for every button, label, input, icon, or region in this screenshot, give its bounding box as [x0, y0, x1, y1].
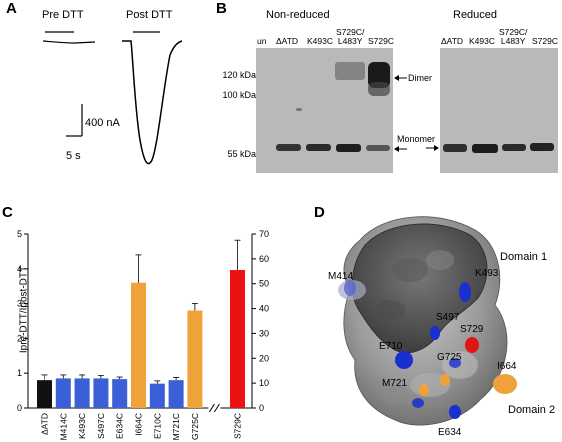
category-label: E710C [152, 413, 162, 439]
right-tick-label: 70 [259, 229, 269, 239]
residue-g725-patch [440, 374, 450, 386]
residue-i664-patch [493, 374, 517, 394]
post-dtt-label: Post DTT [126, 9, 173, 21]
monomer-label: Monomer [397, 134, 436, 144]
right-tick-label: 40 [259, 304, 269, 314]
left-tick-label: 2 [17, 333, 22, 343]
right-tick-label: 0 [259, 403, 264, 413]
lane-label: S729C/ L483Y [336, 27, 365, 46]
nonreduced-title: Non-reduced [266, 9, 330, 21]
protein-surface-structure [338, 216, 517, 426]
left-tick-label: 5 [17, 229, 22, 239]
bar-e710c [149, 383, 165, 408]
right-tick-label: 30 [259, 328, 269, 338]
bar-k493c [74, 378, 90, 408]
panel-b-letter: B [216, 0, 227, 17]
bar-e634c [112, 379, 128, 408]
left-tick-label: 1 [17, 368, 22, 378]
category-label: S729C [233, 413, 243, 439]
residue-label-k493: K493 [475, 268, 499, 279]
reduced-title: Reduced [453, 9, 498, 21]
right-tick-label: 10 [259, 378, 269, 388]
lane-label: un [257, 36, 267, 46]
residue-e710-patch [395, 351, 413, 369]
reduced-blot [440, 48, 558, 173]
lane-label: K493C [307, 36, 333, 46]
category-label: K493C [77, 413, 87, 439]
right-tick-label: 60 [259, 254, 269, 264]
residue-k493-patch [459, 282, 471, 302]
current-traces [42, 31, 183, 165]
residue-label-m721: M721 [382, 378, 408, 389]
residue-label-s497: S497 [436, 312, 460, 323]
panel-c-letter: C [2, 204, 13, 221]
bar-m414c [55, 378, 71, 408]
residue-s729-patch [465, 337, 479, 353]
bar-s729c [230, 270, 245, 408]
scale-time-label: 5 s [66, 150, 81, 162]
residue-label-e634: E634 [438, 427, 462, 438]
lane-label: ΔATD [441, 36, 464, 46]
panel-a-letter: A [6, 0, 17, 17]
lane-label: S729C/ L483Y [499, 27, 528, 46]
residue-label-e710: E710 [379, 341, 403, 352]
residue-label-g725: G725 [437, 352, 462, 363]
nonreduced-blot [256, 48, 393, 173]
domain-2-label: Domain 2 [508, 404, 556, 416]
bar-m721c [168, 380, 184, 408]
axis-break-mark [213, 403, 220, 413]
dimer-label: Dimer [408, 73, 432, 83]
residue-e634-patch [449, 405, 461, 419]
right-tick-label: 50 [259, 279, 269, 289]
bar-g725c [187, 310, 203, 408]
mw-120: 120 kDa [222, 70, 256, 80]
axis-break-mark [208, 403, 215, 413]
post-dtt-trace [122, 40, 183, 165]
category-label: M721C [171, 413, 181, 440]
category-label: S497C [96, 413, 106, 439]
lane-label: S729C [532, 36, 558, 46]
pre-dtt-label: Pre DTT [42, 9, 84, 21]
panel-d-letter: D [314, 204, 325, 221]
residue-label-m414: M414 [328, 271, 354, 282]
scale-current-label: 400 nA [85, 117, 120, 129]
residue-label-s729: S729 [460, 324, 484, 335]
left-tick-label: 4 [17, 264, 22, 274]
domain-1-label: Domain 1 [500, 251, 548, 263]
residue-s497-patch [430, 326, 440, 340]
pre-dtt-trace [42, 40, 96, 44]
lane-label: K493C [469, 36, 495, 46]
residue-m414-patch [344, 280, 356, 296]
residue-m721-patch [419, 384, 429, 396]
mw-55: 55 kDa [227, 149, 256, 159]
blot-arrows [394, 75, 407, 152]
residue-label-i664: I664 [497, 361, 517, 372]
monomer-arrow-right [426, 145, 439, 151]
right-tick-label: 20 [259, 353, 269, 363]
lane-label: ΔATD [276, 36, 299, 46]
category-label: E634C [115, 413, 125, 439]
bar-i664c [131, 282, 146, 408]
category-label: I664C [134, 413, 144, 436]
bar-s497c [93, 378, 109, 408]
mw-100: 100 kDa [222, 90, 256, 100]
category-label: M414C [58, 413, 68, 440]
category-label: G725C [190, 413, 200, 440]
surface-domain-1 [351, 223, 488, 354]
lane-label: S729C [368, 36, 394, 46]
left-tick-label: 0 [17, 403, 22, 413]
bar-δatd [37, 380, 52, 408]
category-label: ΔATD [40, 413, 50, 435]
left-tick-label: 3 [17, 299, 22, 309]
